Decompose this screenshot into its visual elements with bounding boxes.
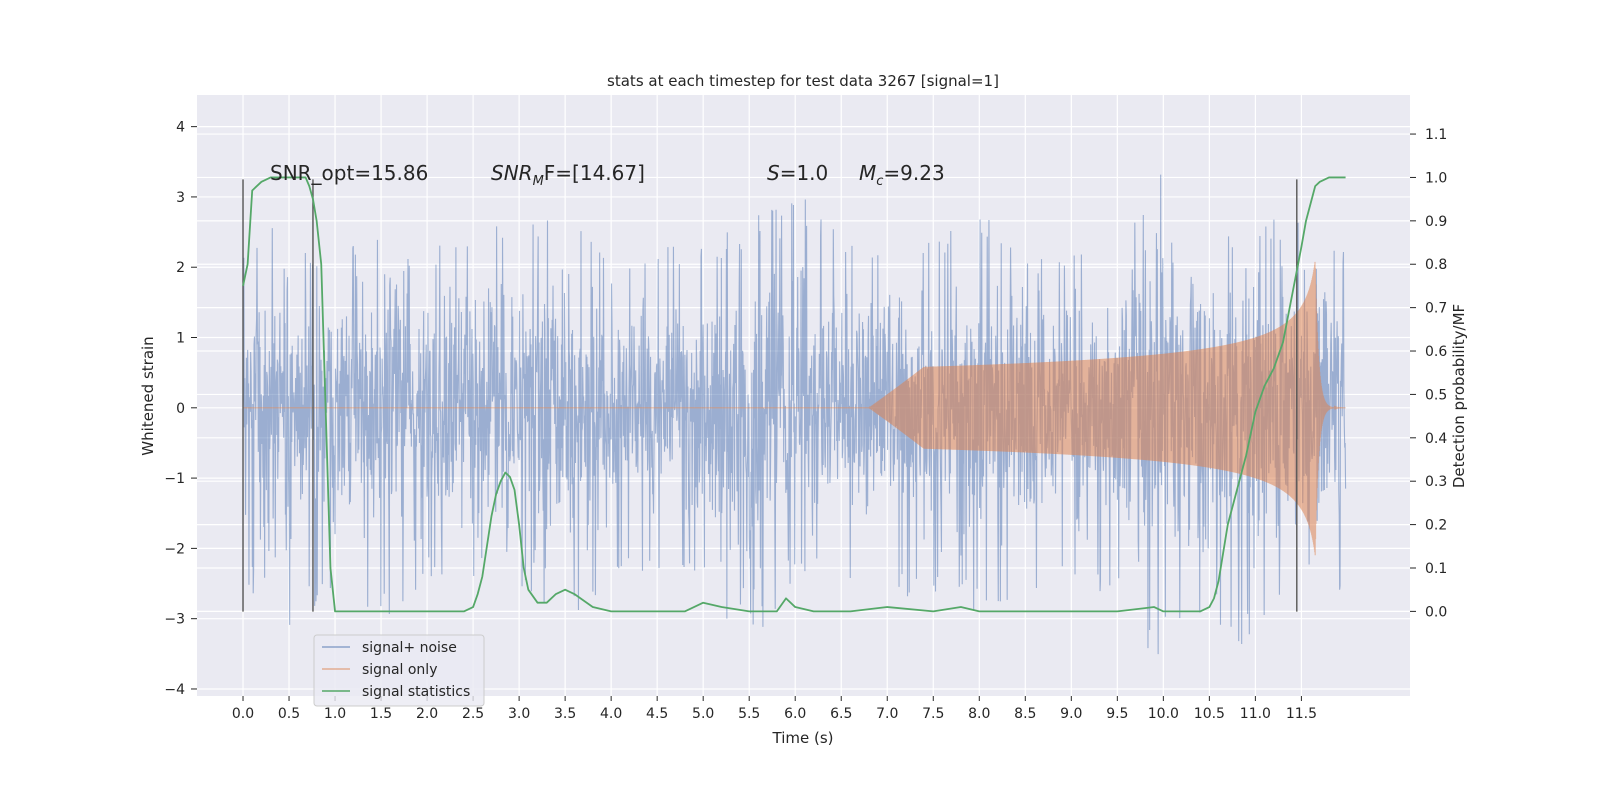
y-tick-right-label: 0.9 bbox=[1425, 214, 1447, 230]
y-axis-label: Whitened strain bbox=[139, 336, 157, 455]
x-axis-label: Time (s) bbox=[772, 729, 834, 747]
y-tick-label: −3 bbox=[164, 612, 185, 628]
x-tick-label: 2.0 bbox=[416, 706, 438, 722]
x-tick-label: 10.0 bbox=[1148, 706, 1179, 722]
y-tick-right-label: 1.1 bbox=[1425, 127, 1447, 143]
x-tick-label: 4.0 bbox=[600, 706, 622, 722]
x-tick-label: 3.0 bbox=[508, 706, 530, 722]
x-tick-label: 1.5 bbox=[370, 706, 392, 722]
y-tick-right-label: 0.8 bbox=[1425, 257, 1447, 273]
annotation-snr-opt: SNR_opt=15.86 bbox=[270, 161, 428, 185]
chart-title: stats at each timestep for test data 326… bbox=[607, 72, 999, 90]
x-tick-label: 9.5 bbox=[1106, 706, 1128, 722]
x-tick-label: 0.5 bbox=[278, 706, 300, 722]
y-ticks-right: 1.1 1.0 0.9 0.8 0.7 0.6 0.5 0.4 0.3 0.2 0.1 0.0 bbox=[1410, 127, 1447, 620]
signal-noise-line bbox=[242, 174, 1347, 655]
x-tick-label: 11.5 bbox=[1286, 706, 1317, 722]
y-tick-label: 2 bbox=[176, 260, 185, 276]
y-tick-right-label: 1.0 bbox=[1425, 170, 1447, 186]
legend: signal+ noise signal only signal statist… bbox=[313, 634, 485, 707]
y-tick-label: 4 bbox=[176, 120, 185, 136]
y-tick-label: −1 bbox=[164, 471, 185, 487]
signal-statistics-series bbox=[242, 176, 1346, 613]
x-tick-label: 7.5 bbox=[922, 706, 944, 722]
y-tick-right-label: 0.2 bbox=[1425, 518, 1447, 534]
y-axis-label-right: Detection probability/MF bbox=[1450, 304, 1468, 488]
y-tick-label: −2 bbox=[164, 541, 185, 557]
annotation-s: S=1.0 bbox=[767, 161, 828, 185]
x-tick-label: 2.5 bbox=[462, 706, 484, 722]
x-tick-label: 8.5 bbox=[1014, 706, 1036, 722]
legend-box bbox=[313, 634, 485, 707]
signal-statistics-line bbox=[242, 176, 1346, 613]
y-tick-label: 1 bbox=[176, 331, 185, 347]
x-tick-label: 6.5 bbox=[830, 706, 852, 722]
x-tick-label: 4.5 bbox=[646, 706, 668, 722]
legend-label-signal-noise: signal+ noise bbox=[362, 640, 457, 656]
x-tick-label: 0.0 bbox=[232, 706, 254, 722]
x-tick-label: 6.0 bbox=[784, 706, 806, 722]
x-tick-label: 9.0 bbox=[1060, 706, 1082, 722]
x-tick-label: 11.0 bbox=[1240, 706, 1271, 722]
y-tick-right-label: 0.4 bbox=[1425, 431, 1447, 447]
x-tick-label: 10.5 bbox=[1194, 706, 1225, 722]
y-tick-right-label: 0.3 bbox=[1425, 474, 1447, 490]
x-ticks: 0.0 0.5 1.0 1.5 2.0 2.5 3.0 3.5 4.0 4.5 5.0 5.5 6.0 6… bbox=[232, 696, 1317, 722]
y-tick-right-label: 0.1 bbox=[1425, 561, 1447, 577]
y-tick-right-label: 0.7 bbox=[1425, 301, 1447, 317]
annotation-mc: Mc=9.23 bbox=[859, 161, 945, 189]
annotation-snr-mf: SNRMF=[14.67] bbox=[491, 161, 645, 189]
vertical-lines bbox=[242, 179, 1298, 612]
y-tick-label: −4 bbox=[164, 682, 185, 698]
y-tick-right-label: 0.5 bbox=[1425, 387, 1447, 403]
x-tick-label: 5.5 bbox=[738, 706, 760, 722]
x-tick-label: 3.5 bbox=[554, 706, 576, 722]
y-tick-right-label: 0.6 bbox=[1425, 344, 1447, 360]
legend-label-signal-statistics: signal statistics bbox=[362, 684, 470, 700]
y-ticks: 4 3 2 1 0 −1 −2 −3 −4 bbox=[164, 120, 197, 698]
x-tick-label: 7.0 bbox=[876, 706, 898, 722]
x-tick-label: 1.0 bbox=[324, 706, 346, 722]
x-tick-label: 5.0 bbox=[692, 706, 714, 722]
legend-label-signal-only: signal only bbox=[362, 662, 437, 678]
signal-noise-series bbox=[242, 174, 1347, 655]
y-tick-right-label: 0.0 bbox=[1425, 604, 1447, 620]
y-tick-label: 3 bbox=[176, 190, 185, 206]
y-tick-label: 0 bbox=[176, 401, 185, 417]
x-tick-label: 8.0 bbox=[968, 706, 990, 722]
